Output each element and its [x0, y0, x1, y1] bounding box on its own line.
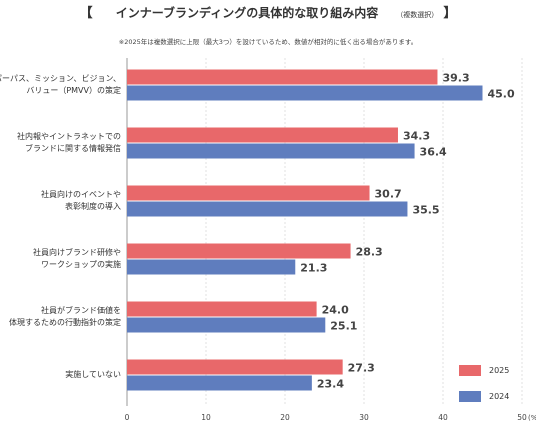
- data-label-2024: 35.5: [412, 204, 439, 217]
- category-label-line: 表彰制度の導入: [65, 202, 121, 211]
- data-label-2024: 36.4: [420, 146, 447, 159]
- bar-2025: [127, 243, 351, 259]
- legend-swatch-2024: [459, 390, 481, 402]
- data-label-2025: 24.0: [322, 304, 349, 317]
- bar-2024: [127, 259, 296, 275]
- legend-item-2025: 2025: [459, 363, 531, 377]
- x-tick-label: 30: [359, 413, 369, 422]
- legend-label-2025: 2025: [489, 365, 510, 375]
- legend-label-2024: 2024: [489, 391, 510, 401]
- category-label-line: 社員がブランド価値を: [41, 306, 121, 315]
- data-label-2025: 39.3: [442, 72, 469, 85]
- legend: 2025 2024: [459, 363, 531, 415]
- x-tick-label: 10: [201, 413, 211, 422]
- title-bracket-right: 】: [443, 6, 457, 21]
- category-label: 社員がブランド価値を体現するための行動指針の策定: [9, 305, 121, 329]
- bar-2024: [127, 143, 415, 159]
- data-label-2024: 45.0: [488, 88, 515, 101]
- data-label-2025: 27.3: [348, 362, 375, 375]
- title-subtitle: （複数選択）: [396, 11, 439, 19]
- bar-2025: [127, 301, 317, 317]
- legend-item-2024: 2024: [459, 389, 531, 403]
- category-label: パーパス、ミッション、ビジョン、バリュー（PMVV）の策定: [0, 73, 121, 97]
- category-label-line: パーパス、ミッション、ビジョン、: [0, 74, 121, 83]
- data-label-2024: 25.1: [330, 320, 357, 333]
- category-label-line: 社内報やイントラネットでの: [17, 132, 121, 141]
- category-label-line: ブランドに関する情報発信: [25, 144, 121, 153]
- category-label: 実施していない: [65, 369, 121, 381]
- data-label-2025: 28.3: [356, 246, 383, 259]
- title-text: インナーブランディングの具体的な取り組み内容: [115, 6, 379, 20]
- category-label-line: 社員向けのイベントや: [41, 190, 121, 199]
- bar-2025: [127, 127, 398, 143]
- bar-2025: [127, 69, 438, 85]
- bar-2025: [127, 359, 343, 375]
- category-label-line: ワークショップの実施: [41, 260, 121, 269]
- category-label: 社内報やイントラネットでのブランドに関する情報発信: [17, 131, 121, 155]
- category-label: 社員向けのイベントや表彰制度の導入: [41, 189, 121, 213]
- category-label-line: バリュー（PMVV）の策定: [26, 86, 121, 95]
- x-tick-label: 20: [280, 413, 290, 422]
- x-tick-label: 50: [517, 413, 527, 422]
- bar-2024: [127, 375, 312, 391]
- legend-swatch-2025: [459, 364, 481, 376]
- bar-2024: [127, 85, 483, 101]
- category-label: 社員向けブランド研修やワークショップの実施: [33, 247, 121, 271]
- category-label-line: 体現するための行動指針の策定: [9, 318, 121, 327]
- bar-2024: [127, 317, 326, 333]
- x-unit-label: (%): [528, 414, 536, 422]
- x-tick-label: 40: [438, 413, 448, 422]
- title-bracket-left: 【: [79, 6, 93, 21]
- chart-title: 【 インナーブランディングの具体的な取り組み内容 （複数選択） 】: [0, 2, 536, 21]
- category-label-line: 実施していない: [65, 370, 121, 379]
- data-label-2025: 30.7: [375, 188, 402, 201]
- bar-2025: [127, 185, 370, 201]
- x-tick-label: 0: [125, 413, 130, 422]
- data-label-2025: 34.3: [403, 130, 430, 143]
- data-label-2024: 23.4: [317, 378, 344, 391]
- data-label-2024: 21.3: [300, 262, 327, 275]
- bar-2024: [127, 201, 408, 217]
- category-label-line: 社員向けブランド研修や: [33, 248, 121, 257]
- chart-note: ※2025年は複数選択に上限（最大3つ）を設けているため、数値が相対的に低く出る…: [118, 38, 418, 46]
